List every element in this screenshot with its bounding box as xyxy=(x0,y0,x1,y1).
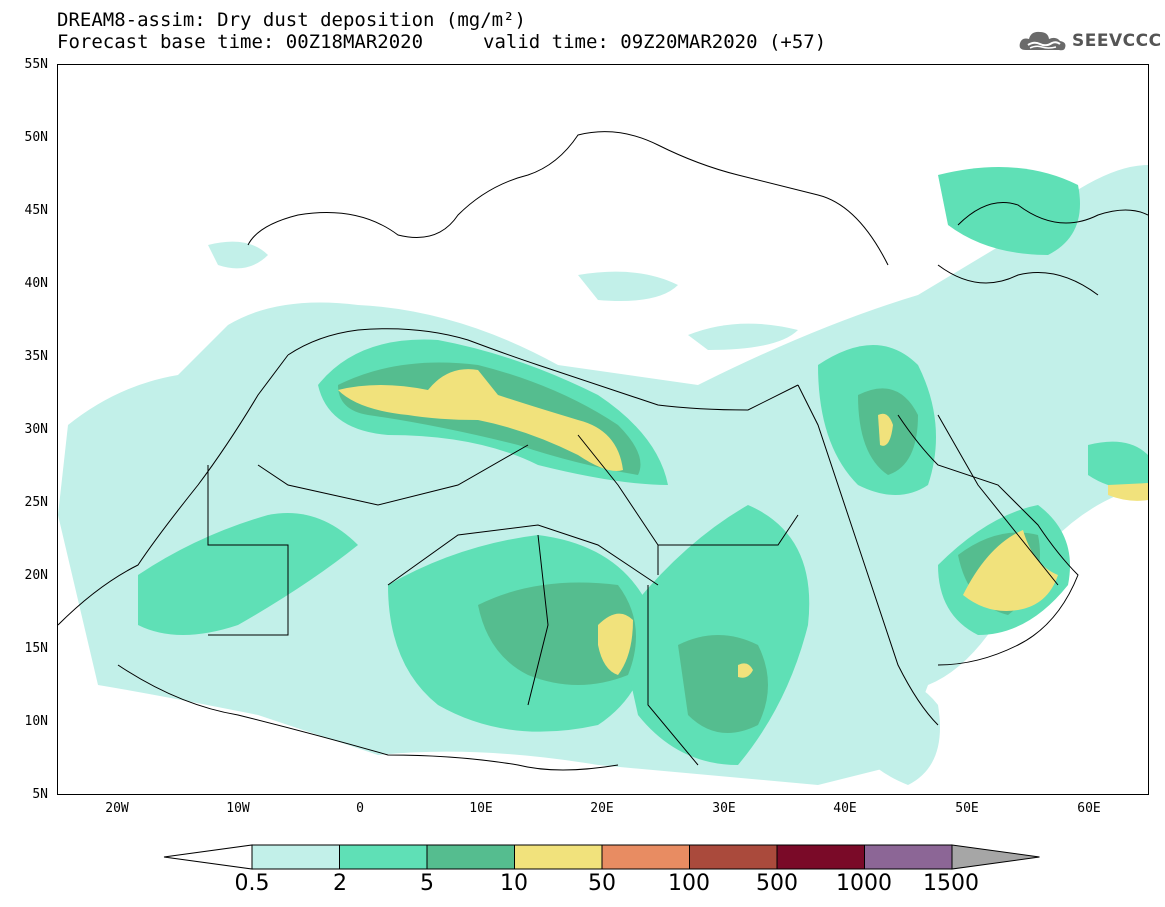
lat-label: 50N xyxy=(24,130,48,145)
lon-label: 0 xyxy=(356,801,364,816)
colorbar-cell xyxy=(601,844,690,870)
colorbar-cell xyxy=(864,844,953,870)
lon-label: 50E xyxy=(955,801,979,816)
colorbar-label: 1000 xyxy=(836,871,892,896)
colorbar-label: 500 xyxy=(756,871,798,896)
lat-label: 45N xyxy=(24,203,48,218)
lat-label: 40N xyxy=(24,276,48,291)
lat-label: 30N xyxy=(24,422,48,437)
colorbar-label: 10 xyxy=(500,871,528,896)
colorbar-low-triangle xyxy=(163,844,253,870)
dust-deposition-field xyxy=(58,131,1148,785)
colorbar-label: 2 xyxy=(333,871,347,896)
map-title: DREAM8-assim: Dry dust deposition (mg/m²… xyxy=(57,9,526,31)
colorbar-label: 5 xyxy=(420,871,434,896)
coastlines xyxy=(58,131,1148,771)
lat-label: 10N xyxy=(24,714,48,729)
lon-label: 20E xyxy=(590,801,614,816)
lon-label: 10E xyxy=(469,801,493,816)
colorbar-cell xyxy=(251,844,340,870)
colorbar-cell xyxy=(776,844,865,870)
colorbar-cell xyxy=(339,844,428,870)
lon-label: 40E xyxy=(833,801,857,816)
lat-label: 5N xyxy=(32,787,48,802)
colorbar-label: 0.5 xyxy=(234,871,270,896)
colorbar-cell xyxy=(689,844,778,870)
dust-map xyxy=(57,64,1149,795)
colorbar-cell xyxy=(514,844,603,870)
lat-label: 55N xyxy=(24,57,48,72)
colorbar xyxy=(163,844,1040,870)
lon-label: 10W xyxy=(226,801,250,816)
lon-label: 60E xyxy=(1077,801,1101,816)
forecast-base-time: Forecast base time: 00Z18MAR2020 xyxy=(57,31,424,53)
lon-label: 20W xyxy=(105,801,129,816)
colorbar-label: 100 xyxy=(668,871,710,896)
valid-time: valid time: 09Z20MAR2020 (+57) xyxy=(483,31,827,53)
cloud-icon xyxy=(1019,31,1066,51)
colorbar-cell xyxy=(951,844,1040,870)
seevccc-logo: SEEVCCC xyxy=(1018,28,1162,54)
logo-text: SEEVCCC xyxy=(1072,31,1162,51)
lon-label: 30E xyxy=(712,801,736,816)
colorbar-label: 1500 xyxy=(923,871,979,896)
lat-label: 25N xyxy=(24,495,48,510)
lat-label: 20N xyxy=(24,568,48,583)
deposition-level-10 xyxy=(338,369,1148,678)
lat-label: 35N xyxy=(24,349,48,364)
colorbar-label: 50 xyxy=(588,871,616,896)
lat-label: 15N xyxy=(24,641,48,656)
colorbar-cell xyxy=(426,844,515,870)
